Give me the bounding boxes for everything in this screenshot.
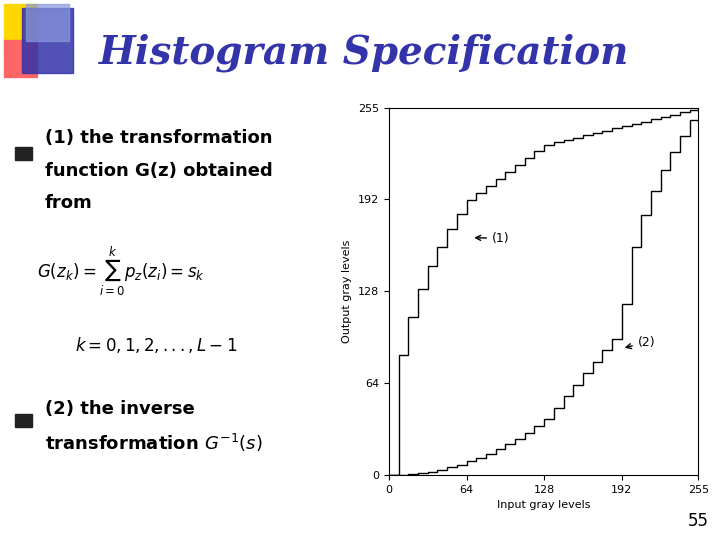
Text: (2) the inverse: (2) the inverse (45, 400, 194, 417)
Text: (1) the transformation: (1) the transformation (45, 129, 272, 147)
Bar (4, 4, 37, 52)
Text: Histogram Specification: Histogram Specification (99, 33, 629, 72)
Text: (2): (2) (626, 335, 655, 349)
Text: function G(z) obtained: function G(z) obtained (45, 161, 272, 179)
Y-axis label: Output gray levels: Output gray levels (342, 240, 352, 343)
Bar (14, 414, 32, 427)
Bar (22, 8, 73, 73)
Text: 55: 55 (688, 512, 709, 530)
Text: $k = 0,1,2,...,L-1$: $k = 0,1,2,...,L-1$ (75, 335, 237, 355)
X-axis label: Input gray levels: Input gray levels (497, 501, 590, 510)
Text: transformation $G^{-1}(s)$: transformation $G^{-1}(s)$ (45, 433, 262, 455)
Bar (4, 40, 37, 77)
Text: (1): (1) (476, 232, 510, 245)
Text: $G(z_k) = \sum_{i=0}^{k} p_z(z_i) = s_k$: $G(z_k) = \sum_{i=0}^{k} p_z(z_i) = s_k$ (37, 245, 205, 298)
Bar (26, 4, 69, 40)
Text: from: from (45, 194, 92, 212)
Bar (14, 147, 32, 160)
